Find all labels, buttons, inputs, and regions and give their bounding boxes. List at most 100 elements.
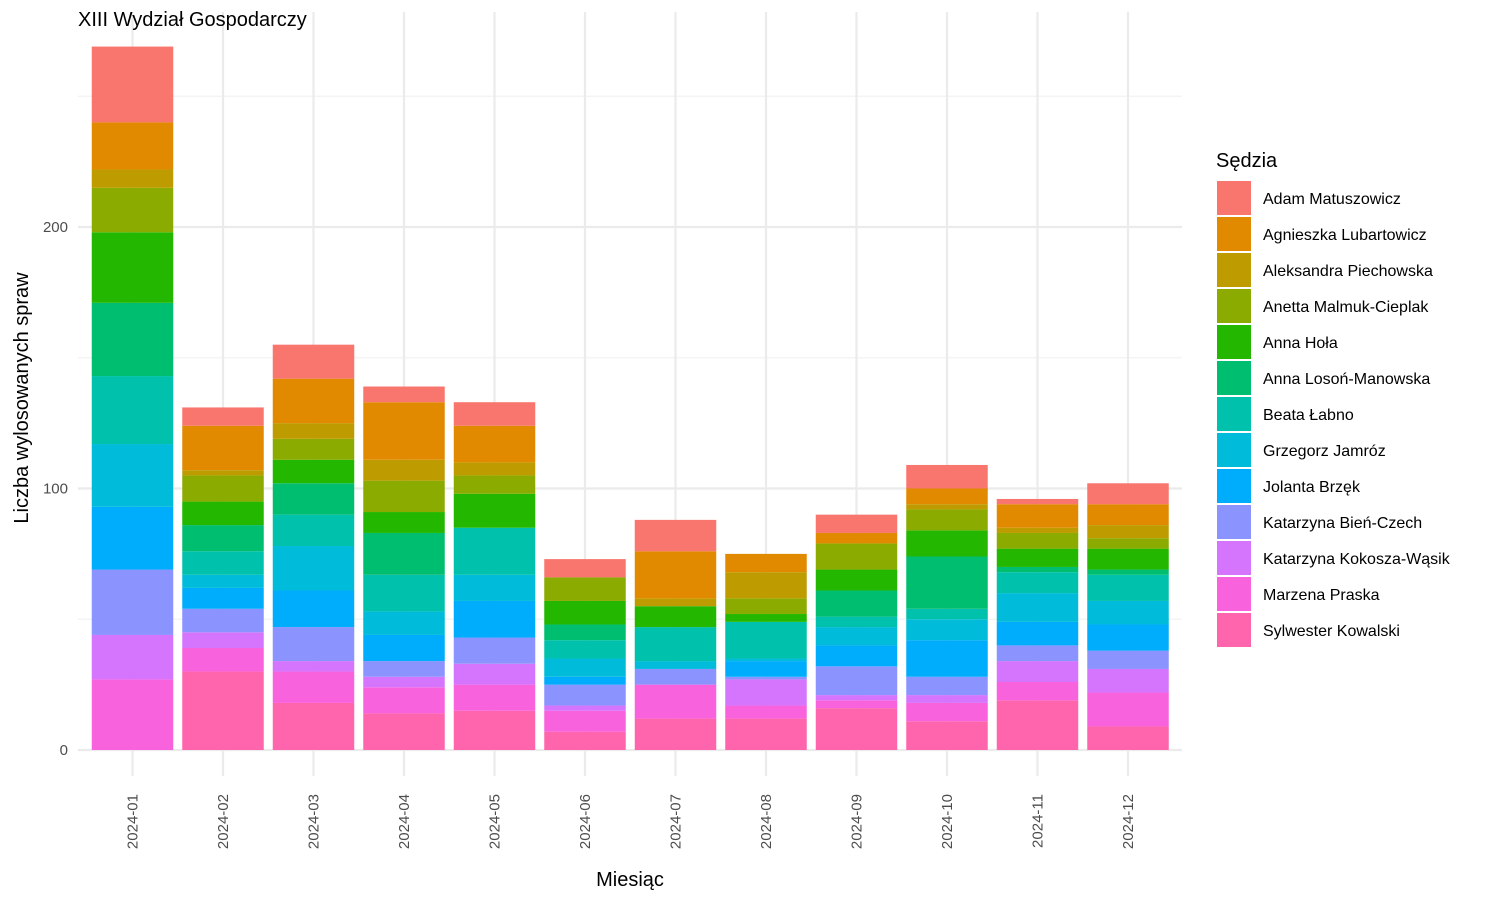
x-tick-label: 2024-09 [849, 794, 866, 849]
bar-segment [1087, 692, 1169, 727]
bar-segment [634, 718, 717, 750]
bar-segment [815, 645, 898, 667]
bar-segment [815, 616, 898, 628]
bar-segment [363, 480, 445, 513]
legend-item: Aleksandra Piechowska [1217, 253, 1433, 287]
bar-segment [725, 658, 807, 662]
bar-segment [272, 378, 355, 424]
bar-segment [453, 637, 536, 664]
legend-swatch [1217, 325, 1251, 359]
legend-label: Anetta Malmuk-Cieplak [1263, 299, 1429, 316]
bar-segment [182, 632, 264, 649]
bar-segment [453, 402, 536, 426]
bar-segment [544, 640, 626, 659]
x-tick-label: 2024-07 [668, 794, 685, 849]
bar-segment [1087, 504, 1169, 526]
bar-segment [906, 676, 988, 696]
y-tick-label: 200 [43, 219, 68, 236]
bar-segment [182, 525, 264, 552]
bar-segment [91, 122, 174, 170]
bar-segment [91, 569, 174, 635]
legend-label: Sylwester Kowalski [1263, 623, 1400, 640]
bar-segment [182, 587, 264, 609]
bar-segment [815, 666, 898, 696]
bar-segment [815, 700, 898, 709]
bar-segment [1087, 650, 1169, 669]
bars-layer [91, 46, 1169, 750]
bar-segment [272, 546, 355, 591]
bar-segment [815, 514, 898, 533]
x-axis-title: Miesiąc [596, 869, 664, 891]
bar-segment [815, 569, 898, 591]
bar-segment [182, 574, 264, 588]
bar-segment [1087, 726, 1169, 750]
bar-segment [996, 504, 1079, 528]
bar-segment [363, 402, 445, 460]
bar-segment [1087, 548, 1169, 570]
legend-swatch [1217, 577, 1251, 611]
x-tick-label: 2024-03 [306, 794, 323, 849]
legend-label: Beata Łabno [1263, 407, 1354, 424]
x-tick-label: 2024-04 [396, 794, 413, 849]
bar-segment [634, 551, 717, 599]
bar-segment [725, 572, 807, 599]
bar-segment [453, 684, 536, 711]
bar-segment [91, 506, 174, 570]
x-tick-label: 2024-11 [1030, 794, 1047, 848]
legend-label: Anna Losoń-Manowska [1263, 371, 1430, 388]
bar-segment [91, 302, 174, 377]
legend-swatch [1217, 289, 1251, 323]
bar-segment [725, 621, 807, 659]
bar-segment [363, 634, 445, 662]
bar-segment [182, 608, 264, 633]
bar-segment [906, 530, 988, 557]
bar-segment [182, 551, 264, 575]
bar-segment [996, 645, 1079, 662]
legend-label: Agnieszka Lubartowicz [1263, 227, 1427, 244]
bar-segment [363, 713, 445, 750]
bar-segment [725, 553, 807, 573]
bar-segment [363, 532, 445, 575]
bar-segment [996, 661, 1079, 683]
legend-swatch [1217, 541, 1251, 575]
chart-title: XIII Wydział Gospodarczy [78, 9, 307, 31]
bar-segment [91, 169, 174, 188]
bar-segment [725, 598, 807, 615]
bar-segment [1087, 483, 1169, 505]
bar-segment [544, 559, 626, 578]
legend-title: Sędzia [1216, 150, 1278, 172]
legend-swatch [1217, 397, 1251, 431]
bar-segment [91, 232, 174, 303]
bar-segment [182, 501, 264, 526]
bar-segment [453, 462, 536, 476]
legend-label: Marzena Praska [1263, 587, 1380, 604]
legend-item: Grzegorz Jamróz [1217, 433, 1386, 467]
bar-segment [996, 621, 1079, 646]
bar-segment [906, 619, 988, 641]
bar-segment [453, 663, 536, 685]
legend: Sędzia Adam Matuszowicz Agnieszka Lubarto… [1216, 150, 1451, 647]
bar-segment [363, 512, 445, 533]
bar-segment [453, 475, 536, 494]
bar-segment [182, 407, 264, 426]
bar-segment [725, 705, 807, 719]
legend-swatch [1217, 469, 1251, 503]
bar-segment [272, 344, 355, 379]
bar-segment [544, 684, 626, 706]
bar-segment [363, 676, 445, 688]
bar-segment [815, 695, 898, 701]
y-tick-label: 100 [43, 481, 68, 498]
bar-segment [363, 687, 445, 714]
bar-segment [272, 423, 355, 439]
x-tick-label: 2024-01 [125, 794, 142, 849]
legend-item: Katarzyna Kokosza-Wąsik [1217, 541, 1451, 575]
legend-item: Anna Losoń-Manowska [1217, 361, 1430, 395]
bar-segment [272, 671, 355, 703]
bar-segment [634, 661, 717, 669]
bar-segment [544, 731, 626, 750]
legend-swatch [1217, 217, 1251, 251]
bar-segment [634, 606, 717, 628]
bar-segment [1087, 569, 1169, 575]
bar-segment [815, 543, 898, 570]
